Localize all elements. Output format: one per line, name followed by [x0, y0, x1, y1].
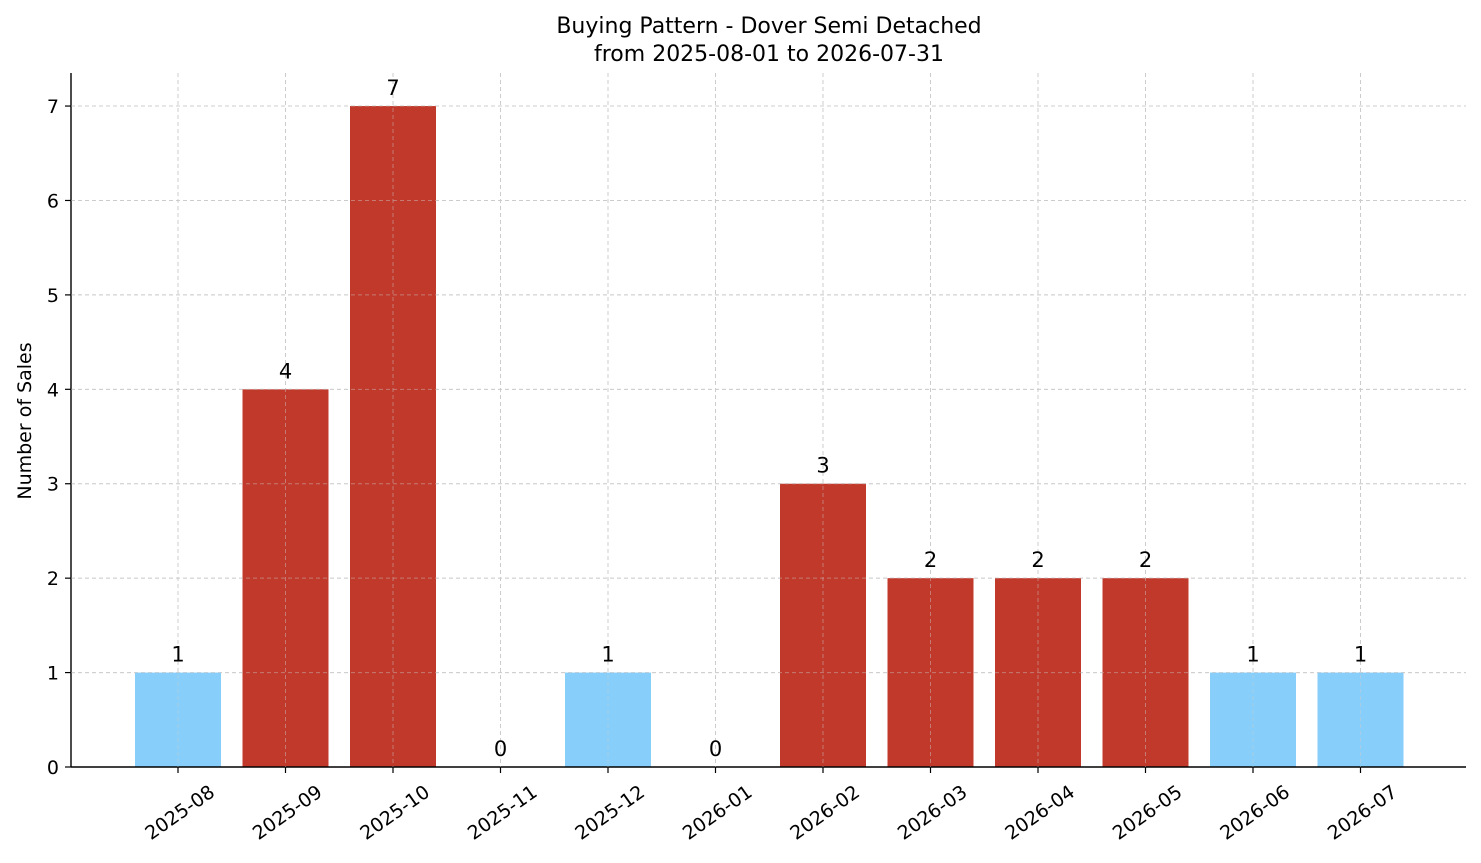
- bar-2025-09: [242, 389, 329, 767]
- chart-title: Buying Pattern - Dover Semi Detached: [556, 14, 981, 39]
- x-tick-label: 2026-05: [1109, 781, 1187, 845]
- data-label-2025-11: 0: [494, 737, 507, 761]
- bar-2026-04: [995, 578, 1081, 767]
- x-tick-label: 2026-04: [1001, 781, 1079, 845]
- data-label-2025-12: 1: [601, 643, 614, 667]
- data-label-2026-02: 3: [816, 454, 829, 478]
- data-label-2026-06: 1: [1246, 643, 1259, 667]
- x-tick-label: 2025-12: [571, 781, 649, 845]
- x-tick-label: 2025-11: [464, 781, 542, 845]
- y-tick-label: 3: [47, 474, 59, 496]
- bar-2026-03: [887, 578, 974, 767]
- x-tick-label: 2025-09: [249, 781, 327, 845]
- bar-2025-08: [135, 672, 221, 767]
- data-label-2025-09: 4: [279, 359, 292, 383]
- bar-2026-07: [1317, 672, 1404, 767]
- bar-2026-06: [1210, 672, 1296, 767]
- y-tick-label: 7: [47, 96, 59, 118]
- y-tick-label: 6: [47, 190, 59, 212]
- x-tick-label: 2026-01: [679, 781, 757, 845]
- bar-2026-05: [1102, 578, 1189, 767]
- bar-2025-10: [350, 106, 436, 768]
- x-tick-label: 2026-07: [1324, 781, 1402, 845]
- bar-2026-02: [780, 483, 866, 767]
- data-label-2026-03: 2: [924, 548, 937, 572]
- y-tick-label: 0: [47, 757, 59, 779]
- data-label-2025-10: 7: [386, 76, 399, 100]
- bars: [135, 106, 1404, 768]
- x-tick-label: 2026-02: [786, 781, 864, 845]
- x-tick-label: 2026-06: [1216, 781, 1294, 845]
- bar-2025-12: [565, 672, 651, 767]
- y-tick-label: 1: [47, 663, 59, 685]
- y-tick-label: 5: [47, 285, 59, 307]
- x-tick-label: 2025-10: [356, 781, 434, 845]
- data-label-2026-05: 2: [1139, 548, 1152, 572]
- chart-subtitle: from 2025-08-01 to 2026-07-31: [594, 42, 944, 67]
- data-label-2025-08: 1: [171, 643, 184, 667]
- data-label-2026-07: 1: [1354, 643, 1367, 667]
- y-tick-label: 4: [47, 379, 59, 401]
- data-label-2026-04: 2: [1031, 548, 1044, 572]
- y-tick-label: 2: [47, 568, 59, 590]
- data-label-2026-01: 0: [709, 737, 722, 761]
- y-axis-label: Number of Sales: [14, 342, 36, 499]
- x-tick-label: 2025-08: [141, 781, 219, 845]
- x-tick-label: 2026-03: [894, 781, 972, 845]
